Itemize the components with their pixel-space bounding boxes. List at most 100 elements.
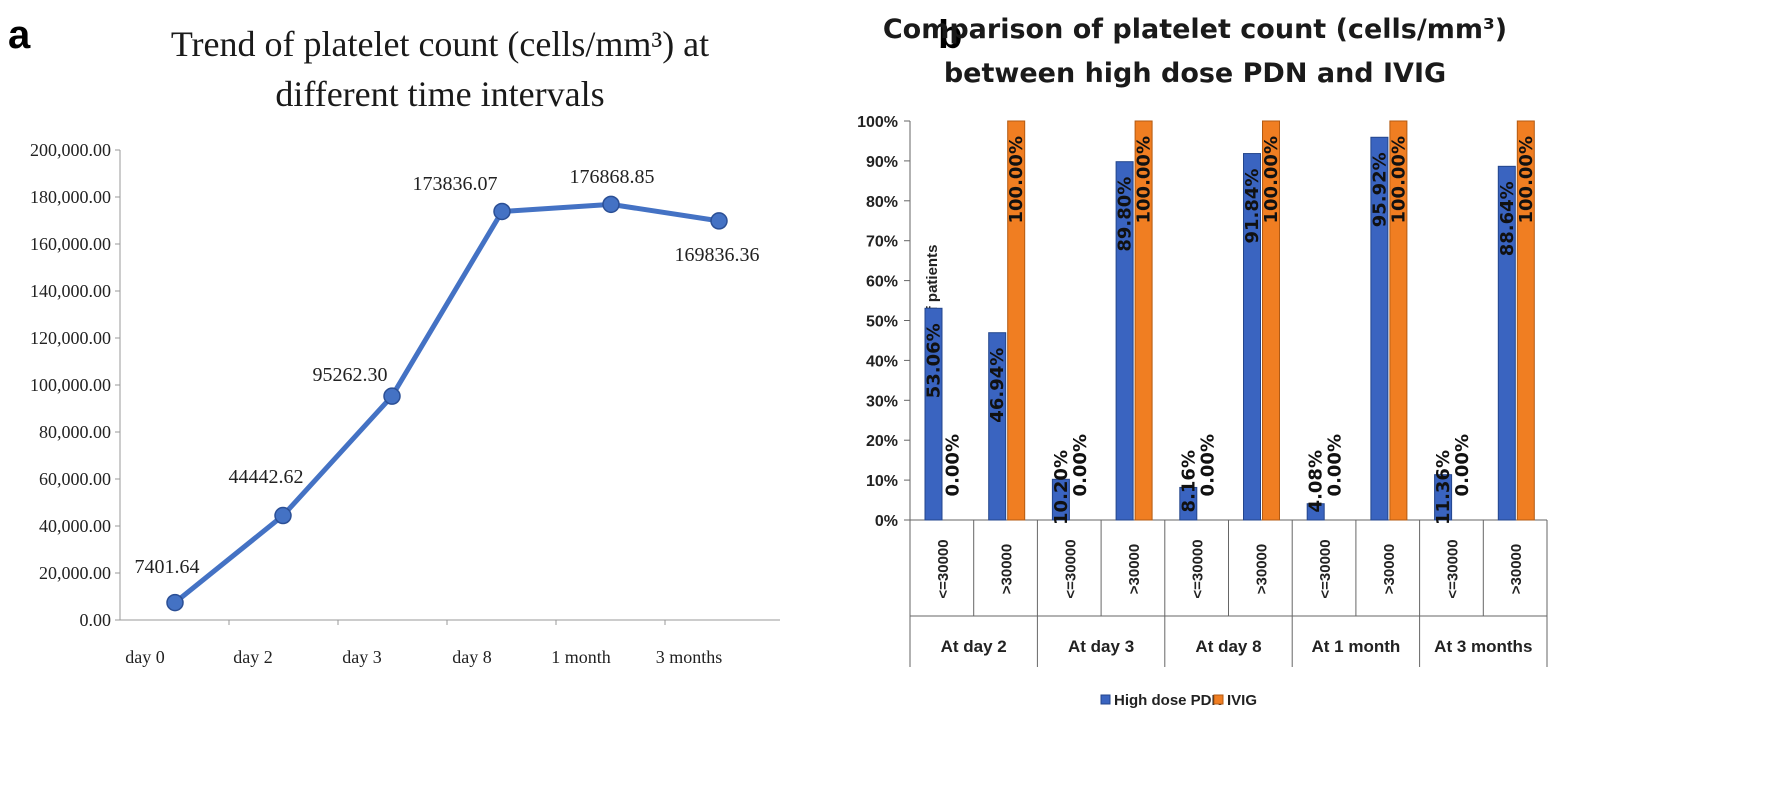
chart-b-data-label-ivig: 100.00% <box>1006 136 1027 224</box>
chart-a-y-tick-label: 200,000.00 <box>30 140 111 160</box>
chart-b-group-label: At 1 month <box>1312 637 1401 656</box>
chart-b-title-line-1: Comparison of platelet count (cells/mm³) <box>883 14 1507 45</box>
chart-b-data-label-ivig: 100.00% <box>1261 136 1282 224</box>
chart-a-x-tick-label: 3 months <box>656 647 723 667</box>
chart-b-legend: High dose PDN IVIG <box>1100 692 1257 709</box>
chart-b-bar-ivig <box>1389 120 1408 521</box>
chart-b-data-label-pdn: 95.92% <box>1369 152 1390 227</box>
chart-b-data-label-pdn: 10.20% <box>1051 450 1072 525</box>
chart-a-data-point <box>383 387 401 405</box>
chart-a-y-tick-label: 40,000.00 <box>39 516 111 536</box>
chart-b-bar-pdn <box>1497 165 1516 521</box>
chart-b-bar-pdn <box>924 307 943 521</box>
chart-b-data-label-pdn: 46.94% <box>987 348 1008 423</box>
chart-b-data-label-ivig: 100.00% <box>1134 136 1155 224</box>
chart-b-bar-ivig <box>1007 120 1026 521</box>
chart-b-group-label: At day 3 <box>1068 637 1134 656</box>
chart-b-data-label-ivig: 0.00% <box>1197 434 1218 496</box>
chart-b-y-tick-label: 50% <box>866 314 898 331</box>
chart-b-group-label: At day 2 <box>941 637 1007 656</box>
chart-b-group-label: At 3 months <box>1434 637 1532 656</box>
chart-a-title-line-2: different time intervals <box>275 74 604 114</box>
legend-swatch-pdn <box>1100 694 1111 705</box>
chart-b-bar-pdn <box>988 332 1007 521</box>
chart-b-data-label-ivig: 100.00% <box>1388 136 1409 224</box>
chart-b-category-label: <=30000 <box>935 539 952 598</box>
chart-b-y-tick-label: 30% <box>866 393 898 410</box>
chart-a-axes: 0.00 20,000.00 40,000.00 60,000.00 80,000.00… <box>30 140 780 667</box>
chart-b-bar-pdn <box>1115 161 1134 521</box>
chart-a-x-tick-label: 1 month <box>551 647 611 667</box>
chart-a-y-tick-label: 60,000.00 <box>39 469 111 489</box>
chart-b-category-label: >30000 <box>1381 544 1398 594</box>
chart-b-axes: 0% 10% 20% 30% 40% 50% 60% 70% 80% 90% 100% <=30000… <box>857 114 1548 667</box>
chart-b-category-label: <=30000 <box>1444 539 1461 598</box>
panel-a: a Trend of platelet count (cells/mm³) at… <box>8 13 780 667</box>
chart-b-title-line-2: between high dose PDN and IVIG <box>944 58 1446 89</box>
chart-b-category-label: <=30000 <box>1190 539 1207 598</box>
chart-b-data-label-pdn: 4.08% <box>1306 450 1327 512</box>
chart-a-data-label: 95262.30 <box>313 364 388 386</box>
chart-b-y-tick-label: 40% <box>866 353 898 370</box>
chart-b-data-label-pdn: 89.80% <box>1115 177 1136 252</box>
chart-a-series-line <box>173 201 720 605</box>
chart-a-data-point <box>493 202 511 221</box>
chart-a-data-label: 44442.62 <box>229 466 304 488</box>
chart-a-data-point <box>274 506 292 525</box>
chart-b-data-label-pdn: 53.06% <box>924 323 945 398</box>
chart-a-y-tick-label: 100,000.00 <box>30 375 111 395</box>
chart-b-data-label-pdn: 88.64% <box>1497 181 1518 256</box>
legend-label-ivig: IVIG <box>1227 692 1257 709</box>
chart-a-data-label: 173836.07 <box>413 173 498 195</box>
chart-b-y-tick-label: 20% <box>866 433 898 450</box>
chart-b-plot-area: 53.06% 46.94% 10.20% 89.80% 8.16% 91.84% 4.08%… <box>924 120 1537 525</box>
chart-a-data-point <box>602 195 620 214</box>
chart-a-data-label: 169836.36 <box>675 244 760 266</box>
chart-b-bar-ivig <box>1134 120 1153 521</box>
chart-b-y-tick-label: 80% <box>866 194 898 211</box>
chart-b-data-label-ivig: 100.00% <box>1516 136 1537 224</box>
legend-label-pdn: High dose PDN <box>1114 692 1222 709</box>
chart-b-category-label: <=30000 <box>1062 539 1079 598</box>
chart-b-bar-pdn <box>1434 474 1453 521</box>
chart-b-bar-pdn <box>1051 478 1070 521</box>
chart-a-data-point <box>710 212 728 230</box>
chart-b-data-label-ivig: 0.00% <box>1452 434 1473 496</box>
chart-b-category-label: >30000 <box>1253 544 1270 594</box>
chart-a-x-tick-label: day 8 <box>452 647 492 667</box>
chart-b-y-tick-label: 0% <box>875 513 898 530</box>
chart-b-y-tick-label: 60% <box>866 274 898 291</box>
chart-a-y-tick-label: 160,000.00 <box>30 234 111 254</box>
chart-b-category-label: >30000 <box>999 544 1016 594</box>
chart-b-y-tick-label: 70% <box>866 234 898 251</box>
chart-b-category-label: <=30000 <box>1317 539 1334 598</box>
chart-a-y-tick-label: 80,000.00 <box>39 422 111 442</box>
chart-b-y-tick-label: 90% <box>866 154 898 171</box>
chart-b-category-label: >30000 <box>1508 544 1525 594</box>
chart-b-group-label: At day 8 <box>1195 637 1261 656</box>
chart-b-bar-pdn <box>1370 136 1389 521</box>
chart-b-bar-pdn <box>1243 153 1261 521</box>
chart-b-data-label-pdn: 8.16% <box>1178 450 1199 512</box>
chart-b-data-label-ivig: 0.00% <box>1070 434 1091 496</box>
chart-b-y-tick-label: 100% <box>857 114 898 131</box>
chart-a-y-tick-label: 0.00 <box>80 610 112 630</box>
chart-a-y-tick-label: 140,000.00 <box>30 281 111 301</box>
chart-a-x-tick-label: day 0 <box>125 647 165 667</box>
chart-b-category-label: >30000 <box>1126 544 1143 594</box>
chart-b-data-label-pdn: 11.36% <box>1433 450 1454 525</box>
chart-b-data-label-ivig: 0.00% <box>943 434 964 496</box>
chart-b-bar-ivig <box>1516 120 1535 521</box>
chart-b-bar-ivig <box>1262 120 1280 521</box>
chart-a-data-label: 7401.64 <box>135 556 200 578</box>
chart-b-data-label-pdn: 91.84% <box>1242 169 1263 244</box>
chart-a-data-label: 176868.85 <box>570 166 655 188</box>
chart-b-y-tick-label: 10% <box>866 473 898 490</box>
chart-b-bar-pdn <box>1179 486 1198 521</box>
chart-b-data-label-ivig: 0.00% <box>1325 434 1346 496</box>
chart-a-x-tick-label: day 2 <box>233 647 273 667</box>
chart-a-x-tick-label: day 3 <box>342 647 382 667</box>
legend-swatch-ivig <box>1213 694 1224 705</box>
panel-a-letter: a <box>8 13 31 57</box>
